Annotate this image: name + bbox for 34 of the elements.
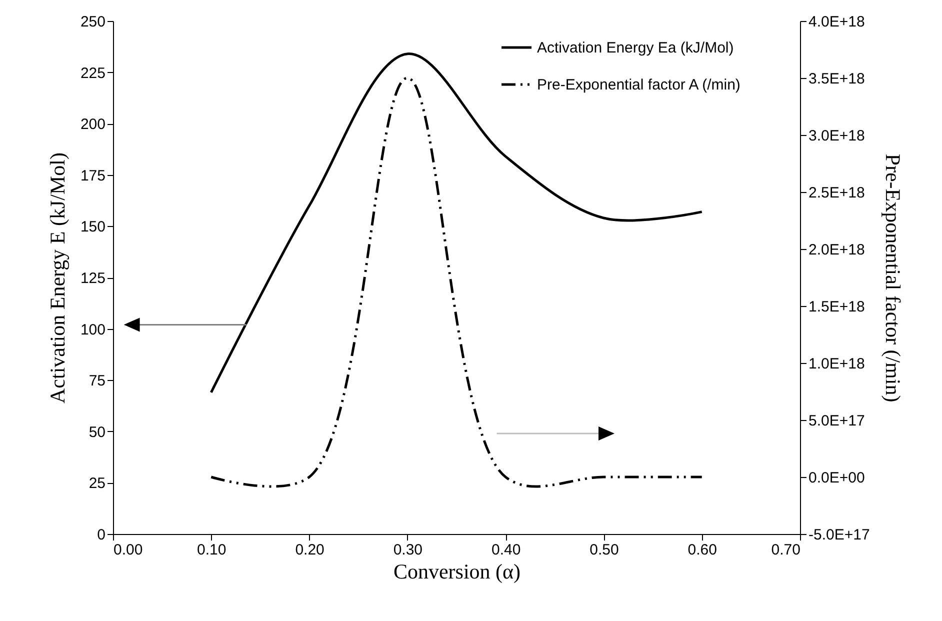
x-tick-label: 0.60: [688, 542, 717, 558]
y2-axis-title: Pre-Exponential factor (/min): [880, 154, 905, 402]
y2-tick-label: 3.0E+18: [808, 128, 865, 144]
y-tick-label: 25: [88, 475, 106, 492]
y2-tick-label: 1.0E+18: [808, 356, 865, 372]
x-tick-label: 0.40: [491, 542, 521, 558]
y-tick-label: 200: [80, 116, 106, 134]
y2-tick-label: 4.0E+18: [808, 14, 865, 30]
x-tick-label: 0.70: [771, 542, 800, 558]
y-axis-title: Activation Energy E (kJ/Mol): [45, 152, 70, 404]
y-tick-label: 250: [80, 14, 106, 30]
y-tick-label: 125: [80, 270, 106, 287]
x-tick-label: 0.00: [114, 542, 143, 558]
y2-tick-label: 1.5E+18: [808, 298, 865, 316]
y-tick-label: 175: [80, 167, 106, 184]
y-tick-label: 150: [80, 218, 106, 236]
x-tick-label: 0.10: [197, 542, 226, 558]
x-axis-title: Conversion (α): [393, 560, 521, 584]
legend-label: Pre-Exponential factor A (/min): [537, 76, 740, 94]
y-tick-label: 100: [80, 321, 106, 338]
y2-tick-label: 0.0E+00: [808, 470, 865, 486]
y-tick-label: 0: [97, 526, 106, 544]
x-tick-label: 0.50: [590, 542, 619, 558]
y2-tick-label: 2.0E+18: [808, 242, 865, 258]
y-tick-label: 75: [88, 372, 106, 390]
y-tick-label: 225: [80, 64, 106, 82]
x-tick-label: 0.30: [393, 542, 423, 558]
y2-tick-label: 2.5E+18: [808, 184, 865, 202]
y2-tick-label: 3.5E+18: [808, 70, 865, 88]
y-tick-label: 50: [88, 424, 106, 441]
x-tick-label: 0.20: [295, 542, 324, 558]
y2-tick-label: -5.0E+17: [808, 526, 870, 544]
legend-label: Activation Energy Ea (kJ/Mol): [537, 40, 734, 56]
y2-tick-label: 5.0E+17: [808, 412, 865, 430]
